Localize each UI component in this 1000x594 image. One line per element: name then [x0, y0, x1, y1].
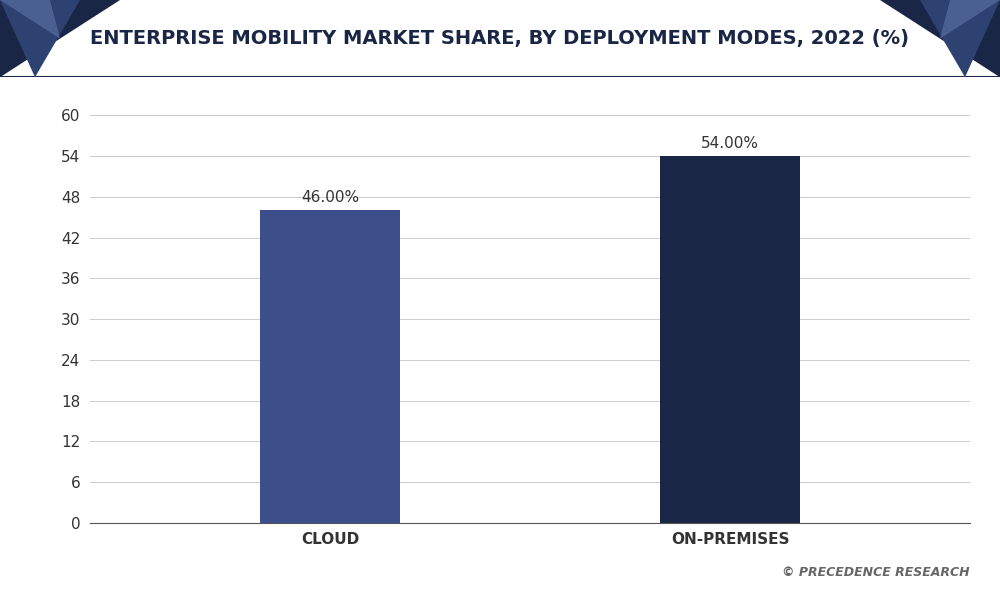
Polygon shape — [940, 0, 1000, 39]
Text: 54.00%: 54.00% — [701, 135, 759, 151]
Polygon shape — [920, 0, 1000, 77]
Bar — [660, 156, 800, 523]
Polygon shape — [880, 0, 1000, 77]
Polygon shape — [0, 0, 80, 77]
Polygon shape — [0, 0, 60, 39]
Text: 46.00%: 46.00% — [301, 190, 359, 205]
Polygon shape — [0, 0, 120, 77]
Bar — [260, 210, 400, 523]
Text: © PRECEDENCE RESEARCH: © PRECEDENCE RESEARCH — [782, 566, 970, 579]
Text: ENTERPRISE MOBILITY MARKET SHARE, BY DEPLOYMENT MODES, 2022 (%): ENTERPRISE MOBILITY MARKET SHARE, BY DEP… — [90, 29, 910, 48]
